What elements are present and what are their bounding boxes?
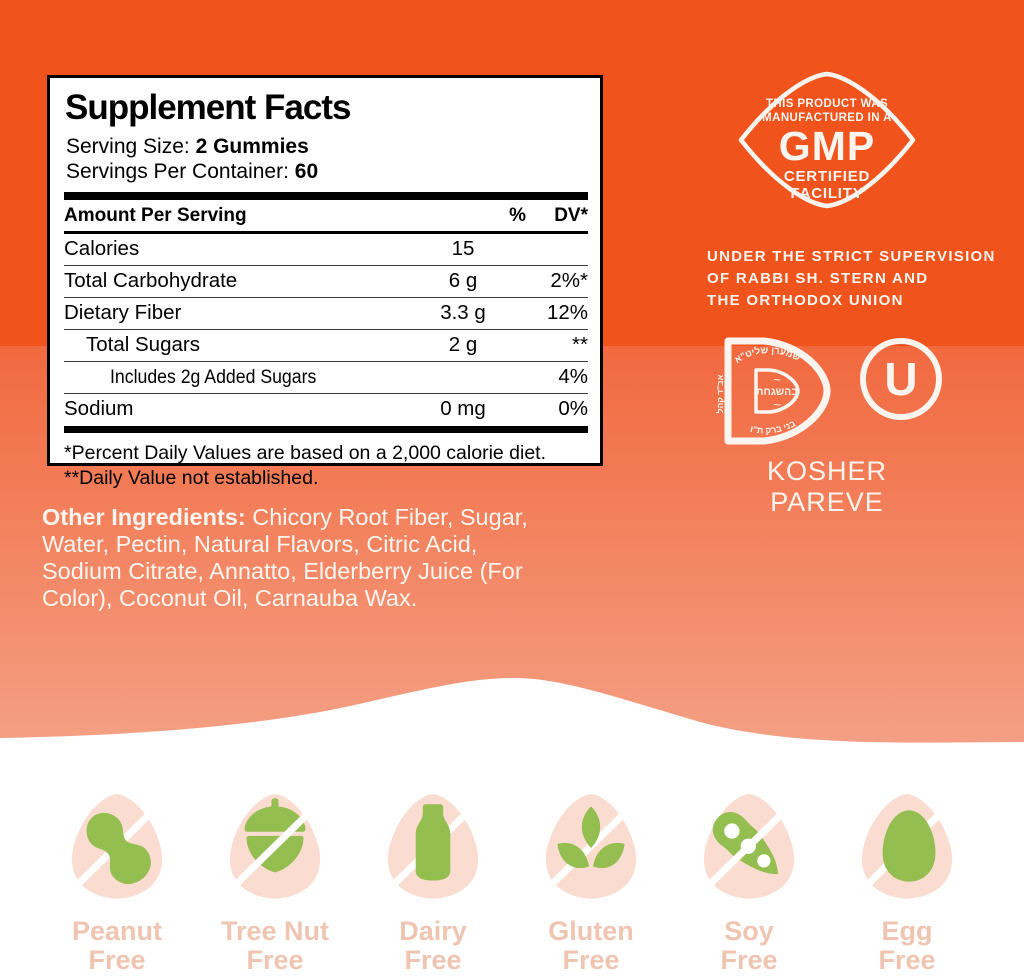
header-dv: DV*: [554, 205, 588, 226]
servings-per-container-line: Servings Per Container: 60: [66, 159, 588, 184]
hechsher-tilde-top: ~: [773, 372, 781, 387]
badge-label: Soy Free: [720, 916, 778, 975]
badge-label: Tree Nut Free: [220, 916, 330, 975]
badge-label: Gluten Free: [548, 916, 634, 975]
serving-size-value: 2 Gummies: [195, 135, 309, 158]
other-ingredients-line: Sodium Citrate, Annatto, Elderberry Juic…: [42, 558, 523, 584]
row-amount: 3.3 g: [440, 301, 486, 324]
ou-circle-u-icon: U: [860, 338, 942, 420]
row-amount: 6 g: [448, 269, 478, 292]
badge-tree-nut-free: Tree Nut Free: [196, 786, 354, 975]
row-dv: 0%: [558, 397, 588, 420]
other-ingredients-line: Water, Pectin, Natural Flavors, Citric A…: [42, 531, 478, 557]
divider-thick: [64, 192, 588, 200]
badge-label: Peanut Free: [71, 916, 163, 975]
table-row: Dietary Fiber 3.3 g 12%: [64, 297, 588, 329]
egg-icon: [857, 794, 955, 899]
other-ingredients-line: Color), Coconut Oil, Carnauba Wax.: [42, 585, 418, 611]
gmp-line3: CERTIFIED: [783, 168, 871, 185]
kosher-pareve-text: KOSHER PAREVE: [727, 456, 927, 518]
header-percent: %: [509, 205, 526, 226]
serving-size-label: Serving Size:: [66, 135, 190, 158]
table-row: Total Carbohydrate 6 g 2%*: [64, 265, 588, 297]
sprout-icon: [541, 794, 639, 899]
row-label: Total Carbohydrate: [64, 269, 238, 292]
row-amount: 15: [451, 237, 475, 260]
divider-heavy: [64, 426, 588, 433]
table-row: Includes 2g Added Sugars 4%: [64, 361, 588, 393]
row-dv: **: [572, 333, 588, 356]
gmp-lens-icon: [738, 71, 916, 209]
table-header: Amount Per Serving % DV*: [64, 200, 588, 231]
hechsher-d-symbol: שמערן שליט"א בני ברק ת"ו אב"ד קהל בהשגחת…: [710, 334, 834, 453]
kosher-line: KOSHER: [766, 456, 888, 486]
other-ingredients: Other Ingredients: Chicory Root Fiber, S…: [42, 504, 638, 612]
servings-label: Servings Per Container:: [66, 160, 289, 183]
gmp-text: THIS PRODUCT WAS MANUFACTURED IN A GMP C…: [733, 97, 921, 202]
allergen-badges-row: Peanut Free Tree Nut Free: [38, 786, 986, 975]
row-label: Total Sugars: [86, 333, 200, 356]
hechsher-center-text: בהשגחת: [756, 386, 798, 398]
hechsher-tilde-bottom: ~: [773, 397, 781, 412]
badge-egg-free: Egg Free: [828, 786, 986, 975]
badge-peanut-free: Peanut Free: [38, 786, 196, 975]
supervision-statement: UNDER THE STRICT SUPERVISION OF RABBI SH…: [707, 246, 1017, 312]
soy-pod-icon: [699, 794, 797, 899]
gmp-line2: MANUFACTURED IN A: [762, 112, 892, 124]
row-dv: 12%: [546, 301, 588, 324]
row-amount: 0 mg: [440, 397, 486, 420]
peanut-icon: [67, 794, 165, 899]
acorn-icon: [225, 794, 323, 899]
row-amount: 2 g: [448, 333, 478, 356]
gmp-acronym: GMP: [778, 123, 876, 169]
milk-bottle-icon: [383, 794, 481, 899]
table-row: Total Sugars 2 g **: [64, 329, 588, 361]
footnote-daily-values: *Percent Daily Values are based on a 2,0…: [64, 442, 547, 464]
supervision-line: OF RABBI SH. STERN AND: [707, 270, 929, 287]
badge-dairy-free: Dairy Free: [354, 786, 512, 975]
serving-size-line: Serving Size: 2 Gummies: [66, 134, 588, 159]
supervision-line: UNDER THE STRICT SUPERVISION: [707, 248, 996, 265]
header-amount: Amount Per Serving: [64, 205, 247, 226]
table-row: Sodium 0 mg 0%: [64, 393, 588, 425]
supplement-facts-panel: Supplement Facts Serving Size: 2 Gummies…: [47, 75, 603, 489]
ou-letter: U: [884, 353, 917, 405]
table-row: Calories 15: [64, 234, 588, 265]
badge-soy-free: Soy Free: [670, 786, 828, 975]
servings-value: 60: [294, 160, 319, 183]
hechsher-left-text: אב"ד קהל: [715, 374, 725, 413]
row-label: Calories: [64, 237, 140, 260]
row-label: Includes 2g Added Sugars: [110, 367, 317, 388]
footnote-not-established: **Daily Value not established.: [64, 466, 319, 489]
badge-gluten-free: Gluten Free: [512, 786, 670, 975]
row-dv: 4%: [558, 365, 588, 388]
gmp-line1: THIS PRODUCT WAS: [765, 98, 889, 110]
other-ingredients-label: Other Ingredients:: [42, 504, 246, 530]
ou-kosher-symbol: U: [858, 336, 944, 427]
gmp-line4: FACILITY: [790, 185, 864, 202]
row-label: Dietary Fiber: [64, 301, 182, 324]
divider-medium: [64, 231, 588, 234]
gmp-badge: THIS PRODUCT WAS MANUFACTURED IN A GMP C…: [733, 66, 921, 214]
wave-divider: [0, 678, 1024, 762]
supervision-line: THE ORTHODOX UNION: [707, 292, 904, 309]
panel-title: Supplement Facts: [65, 88, 351, 127]
footnotes: *Percent Daily Values are based on a 2,0…: [64, 441, 588, 490]
row-label: Sodium: [64, 397, 134, 420]
kosher-d-icon: שמערן שליט"א בני ברק ת"ו אב"ד קהל בהשגחת…: [715, 337, 831, 445]
pareve-line: PAREVE: [770, 487, 884, 517]
other-ingredients-line: Other Ingredients: Chicory Root Fiber, S…: [42, 504, 528, 530]
badge-label: Dairy Free: [399, 916, 467, 975]
row-dv: 2%*: [550, 269, 588, 292]
badge-label: Egg Free: [878, 916, 936, 975]
